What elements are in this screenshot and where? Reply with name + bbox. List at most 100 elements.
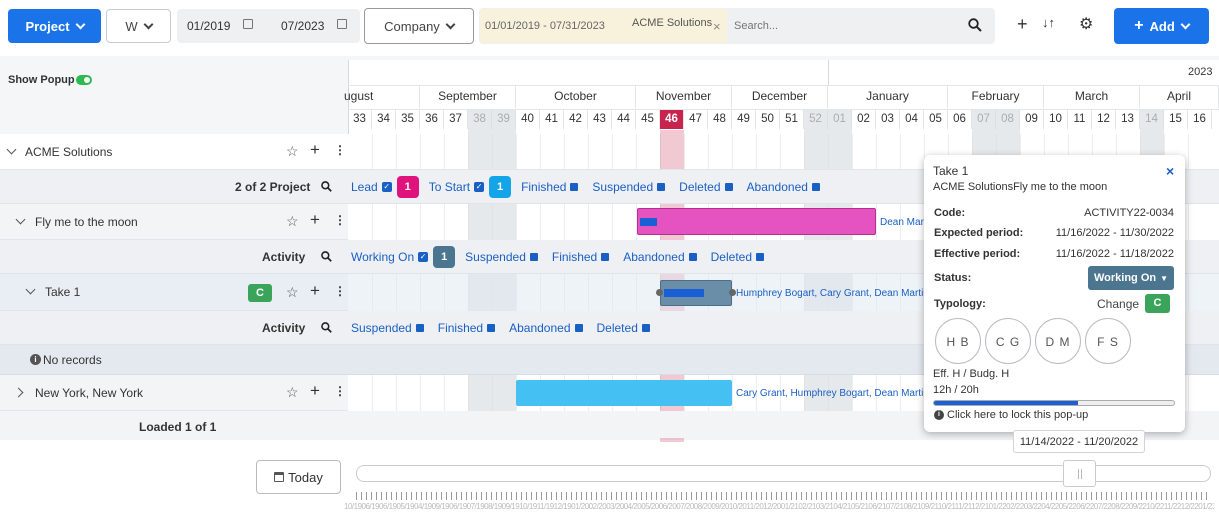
filter-checkbox[interactable]: [570, 183, 579, 191]
filter-checkbox[interactable]: ✓: [474, 182, 485, 192]
search-icon[interactable]: [321, 251, 332, 262]
close-icon[interactable]: ×: [1166, 163, 1175, 179]
week-label[interactable]: 16: [1188, 110, 1212, 129]
date-to-input[interactable]: 07/2023: [281, 19, 325, 33]
week-label[interactable]: 10: [1044, 110, 1068, 129]
filter-label[interactable]: Finished: [437, 321, 484, 335]
week-label[interactable]: 34: [372, 110, 396, 129]
plus-icon[interactable]: +: [310, 210, 320, 229]
sort-icon[interactable]: ↓↑: [1042, 15, 1055, 30]
week-label[interactable]: 05: [924, 110, 948, 129]
search-icon[interactable]: [968, 18, 982, 32]
more-icon[interactable]: ⋮: [334, 284, 346, 298]
filter-label[interactable]: Abandoned: [509, 321, 571, 335]
week-label[interactable]: 48: [708, 110, 732, 129]
filter-checkbox[interactable]: [811, 183, 820, 191]
week-label[interactable]: 44: [612, 110, 636, 129]
project1-bar[interactable]: [637, 208, 876, 235]
more-icon[interactable]: ⋮: [334, 143, 346, 157]
view-dropdown[interactable]: W: [106, 9, 171, 43]
date-from-input[interactable]: 01/2019: [187, 19, 231, 33]
project2-bar[interactable]: [516, 380, 732, 406]
week-label[interactable]: 09: [1020, 110, 1044, 129]
drag-handle-end[interactable]: [729, 289, 736, 296]
more-icon[interactable]: ⋮: [334, 213, 346, 227]
filter-checkbox[interactable]: [529, 253, 538, 261]
filter-checkbox[interactable]: [601, 253, 610, 261]
search-icon[interactable]: [321, 181, 332, 192]
search-input[interactable]: [734, 15, 934, 37]
more-icon[interactable]: ⋮: [334, 384, 346, 398]
week-label[interactable]: 45: [636, 110, 660, 129]
filter-label[interactable]: Abandoned: [746, 180, 808, 194]
plus-icon[interactable]: +: [1017, 14, 1028, 34]
week-label[interactable]: 33: [348, 110, 372, 129]
filter-label[interactable]: Abandoned: [623, 250, 685, 264]
filter-checkbox[interactable]: [657, 183, 666, 191]
show-popup-toggle[interactable]: [76, 75, 92, 85]
gear-icon[interactable]: ⚙: [1079, 16, 1094, 33]
week-label[interactable]: 06: [948, 110, 972, 129]
week-label[interactable]: 15: [1164, 110, 1188, 129]
filter-label[interactable]: Deleted: [679, 180, 721, 194]
week-label[interactable]: 37: [444, 110, 468, 129]
avatar[interactable]: D M: [1035, 318, 1081, 364]
filter-label[interactable]: To Start: [428, 180, 471, 194]
calendar-icon[interactable]: [243, 19, 253, 29]
filter-label[interactable]: Finished: [521, 180, 567, 194]
week-label[interactable]: 41: [540, 110, 564, 129]
filter-checkbox[interactable]: [415, 324, 424, 332]
plus-icon[interactable]: +: [310, 381, 320, 400]
change-link[interactable]: Change: [1097, 297, 1140, 311]
plus-icon[interactable]: +: [310, 281, 320, 300]
filter-label[interactable]: Lead: [351, 180, 378, 194]
filter-checkbox[interactable]: [688, 253, 697, 261]
project-dropdown[interactable]: Project: [8, 9, 101, 43]
status-dropdown[interactable]: Working On ▼: [1088, 266, 1174, 290]
filter-checkbox[interactable]: ✓: [418, 252, 429, 262]
week-label[interactable]: 35: [396, 110, 420, 129]
week-label[interactable]: 02: [852, 110, 876, 129]
star-icon[interactable]: ☆: [286, 213, 299, 229]
current-week-label[interactable]: 46: [660, 110, 684, 129]
timeline-scrollbar[interactable]: [356, 465, 1211, 482]
week-label[interactable]: 42: [564, 110, 588, 129]
week-label[interactable]: 11: [1068, 110, 1092, 129]
filter-label[interactable]: Suspended: [351, 321, 412, 335]
week-label[interactable]: 50: [756, 110, 780, 129]
filter-checkbox[interactable]: [724, 183, 733, 191]
lock-popup-link[interactable]: Click here to lock this pop-up: [947, 409, 1089, 421]
company-dropdown[interactable]: Company: [364, 8, 474, 44]
remove-filter-icon[interactable]: ×: [713, 19, 721, 34]
week-label[interactable]: 04: [900, 110, 924, 129]
filter-checkbox[interactable]: ✓: [381, 182, 392, 192]
search-icon[interactable]: [321, 322, 332, 333]
filter-label[interactable]: Deleted: [710, 250, 753, 264]
scrollbar-thumb[interactable]: [1063, 460, 1096, 487]
star-icon[interactable]: ☆: [286, 384, 299, 400]
star-icon[interactable]: ☆: [286, 143, 299, 159]
avatar[interactable]: C G: [985, 318, 1031, 364]
avatar[interactable]: F S: [1085, 318, 1131, 364]
filter-label[interactable]: Deleted: [596, 321, 638, 335]
add-button[interactable]: + Add: [1114, 8, 1209, 44]
calendar-icon[interactable]: [337, 19, 347, 29]
filter-label[interactable]: Suspended: [465, 250, 526, 264]
filter-label[interactable]: Suspended: [592, 180, 654, 194]
week-label[interactable]: 40: [516, 110, 540, 129]
filter-label[interactable]: Working On: [351, 250, 415, 264]
week-label[interactable]: 03: [876, 110, 900, 129]
week-label[interactable]: 43: [588, 110, 612, 129]
week-label[interactable]: 49: [732, 110, 756, 129]
drag-handle-start[interactable]: [656, 289, 663, 296]
filter-checkbox[interactable]: [756, 253, 765, 261]
week-label[interactable]: 51: [780, 110, 804, 129]
filter-checkbox[interactable]: [641, 324, 650, 332]
week-label[interactable]: 12: [1092, 110, 1116, 129]
filter-checkbox[interactable]: [487, 324, 496, 332]
today-button[interactable]: Today: [256, 460, 341, 494]
week-label[interactable]: 13: [1116, 110, 1140, 129]
plus-icon[interactable]: +: [310, 140, 320, 159]
avatar[interactable]: H B: [935, 318, 981, 364]
star-icon[interactable]: ☆: [286, 284, 299, 300]
